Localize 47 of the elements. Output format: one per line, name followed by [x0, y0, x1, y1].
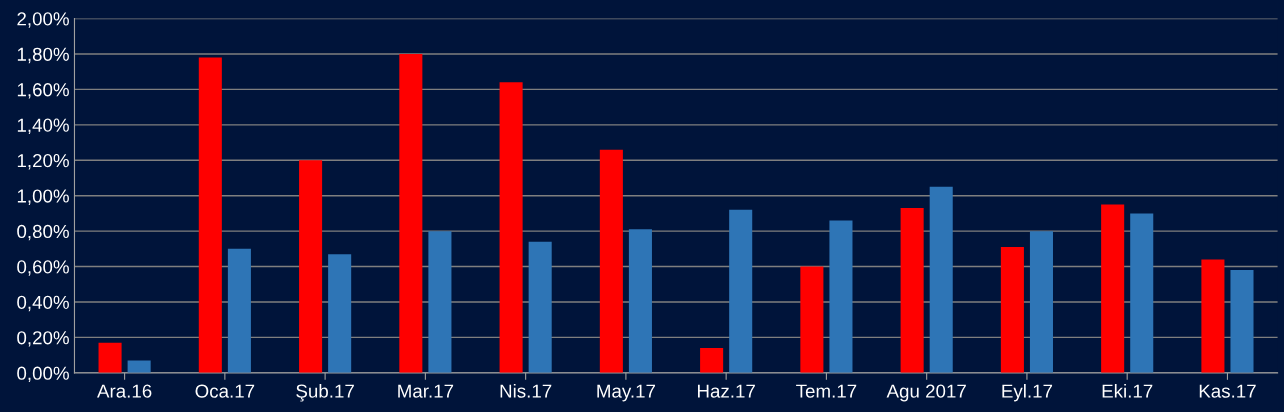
x-tick-label: Nis.17: [500, 383, 552, 398]
y-tick-label: 1,60%: [17, 83, 69, 99]
x-tick-label: Ara.16: [97, 384, 152, 398]
bar: [528, 241, 552, 373]
x-tick-label: Agu 2017: [886, 384, 966, 402]
bar: [399, 53, 423, 373]
y-tick-label: 0,00%: [17, 366, 69, 383]
y-tick-label: 0,20%: [17, 331, 69, 347]
bar: [1201, 259, 1225, 373]
y-tick-label: 0,40%: [17, 295, 69, 312]
bar: [98, 342, 122, 373]
bar: [800, 266, 824, 373]
bar: [599, 149, 623, 373]
bar: [900, 208, 924, 373]
bar: [1029, 231, 1053, 373]
bar: [428, 231, 452, 373]
y-tick-label: 1,80%: [17, 47, 69, 64]
bar: [700, 348, 724, 373]
y-tick-label: 1,00%: [17, 189, 69, 205]
bar: [328, 254, 352, 373]
bar: [299, 160, 323, 373]
bar: [729, 209, 753, 373]
y-tick-label: 1,40%: [17, 118, 69, 135]
bar: [198, 57, 222, 373]
x-tick-label: Mar.17: [398, 384, 454, 398]
bar: [829, 220, 853, 373]
bar: [127, 360, 151, 373]
x-tick-label: May.17: [597, 384, 656, 402]
y-tick-label: 0,60%: [17, 260, 69, 276]
bar: [929, 186, 953, 373]
bar: [499, 82, 523, 373]
x-tick-label: Şub.17: [296, 383, 354, 402]
bar: [1000, 247, 1024, 373]
x-tick-label: Kas.17: [1199, 384, 1256, 398]
bar: [1230, 270, 1254, 373]
bar: [227, 248, 251, 373]
bar: [1101, 204, 1125, 373]
x-tick-label: Eki.17: [1102, 383, 1153, 398]
x-tick-label: Tem.17: [796, 384, 857, 398]
y-tick-label: 2,00%: [17, 12, 69, 28]
x-tick-label: Oca.17: [195, 384, 255, 398]
y-tick-label: 0,80%: [17, 224, 69, 241]
x-tick-label: Eyl.17: [1002, 383, 1053, 402]
bar: [628, 229, 652, 373]
y-tick-label: 1,20%: [17, 153, 69, 170]
x-tick-label: Haz.17: [697, 384, 755, 398]
bar: [1130, 213, 1154, 373]
